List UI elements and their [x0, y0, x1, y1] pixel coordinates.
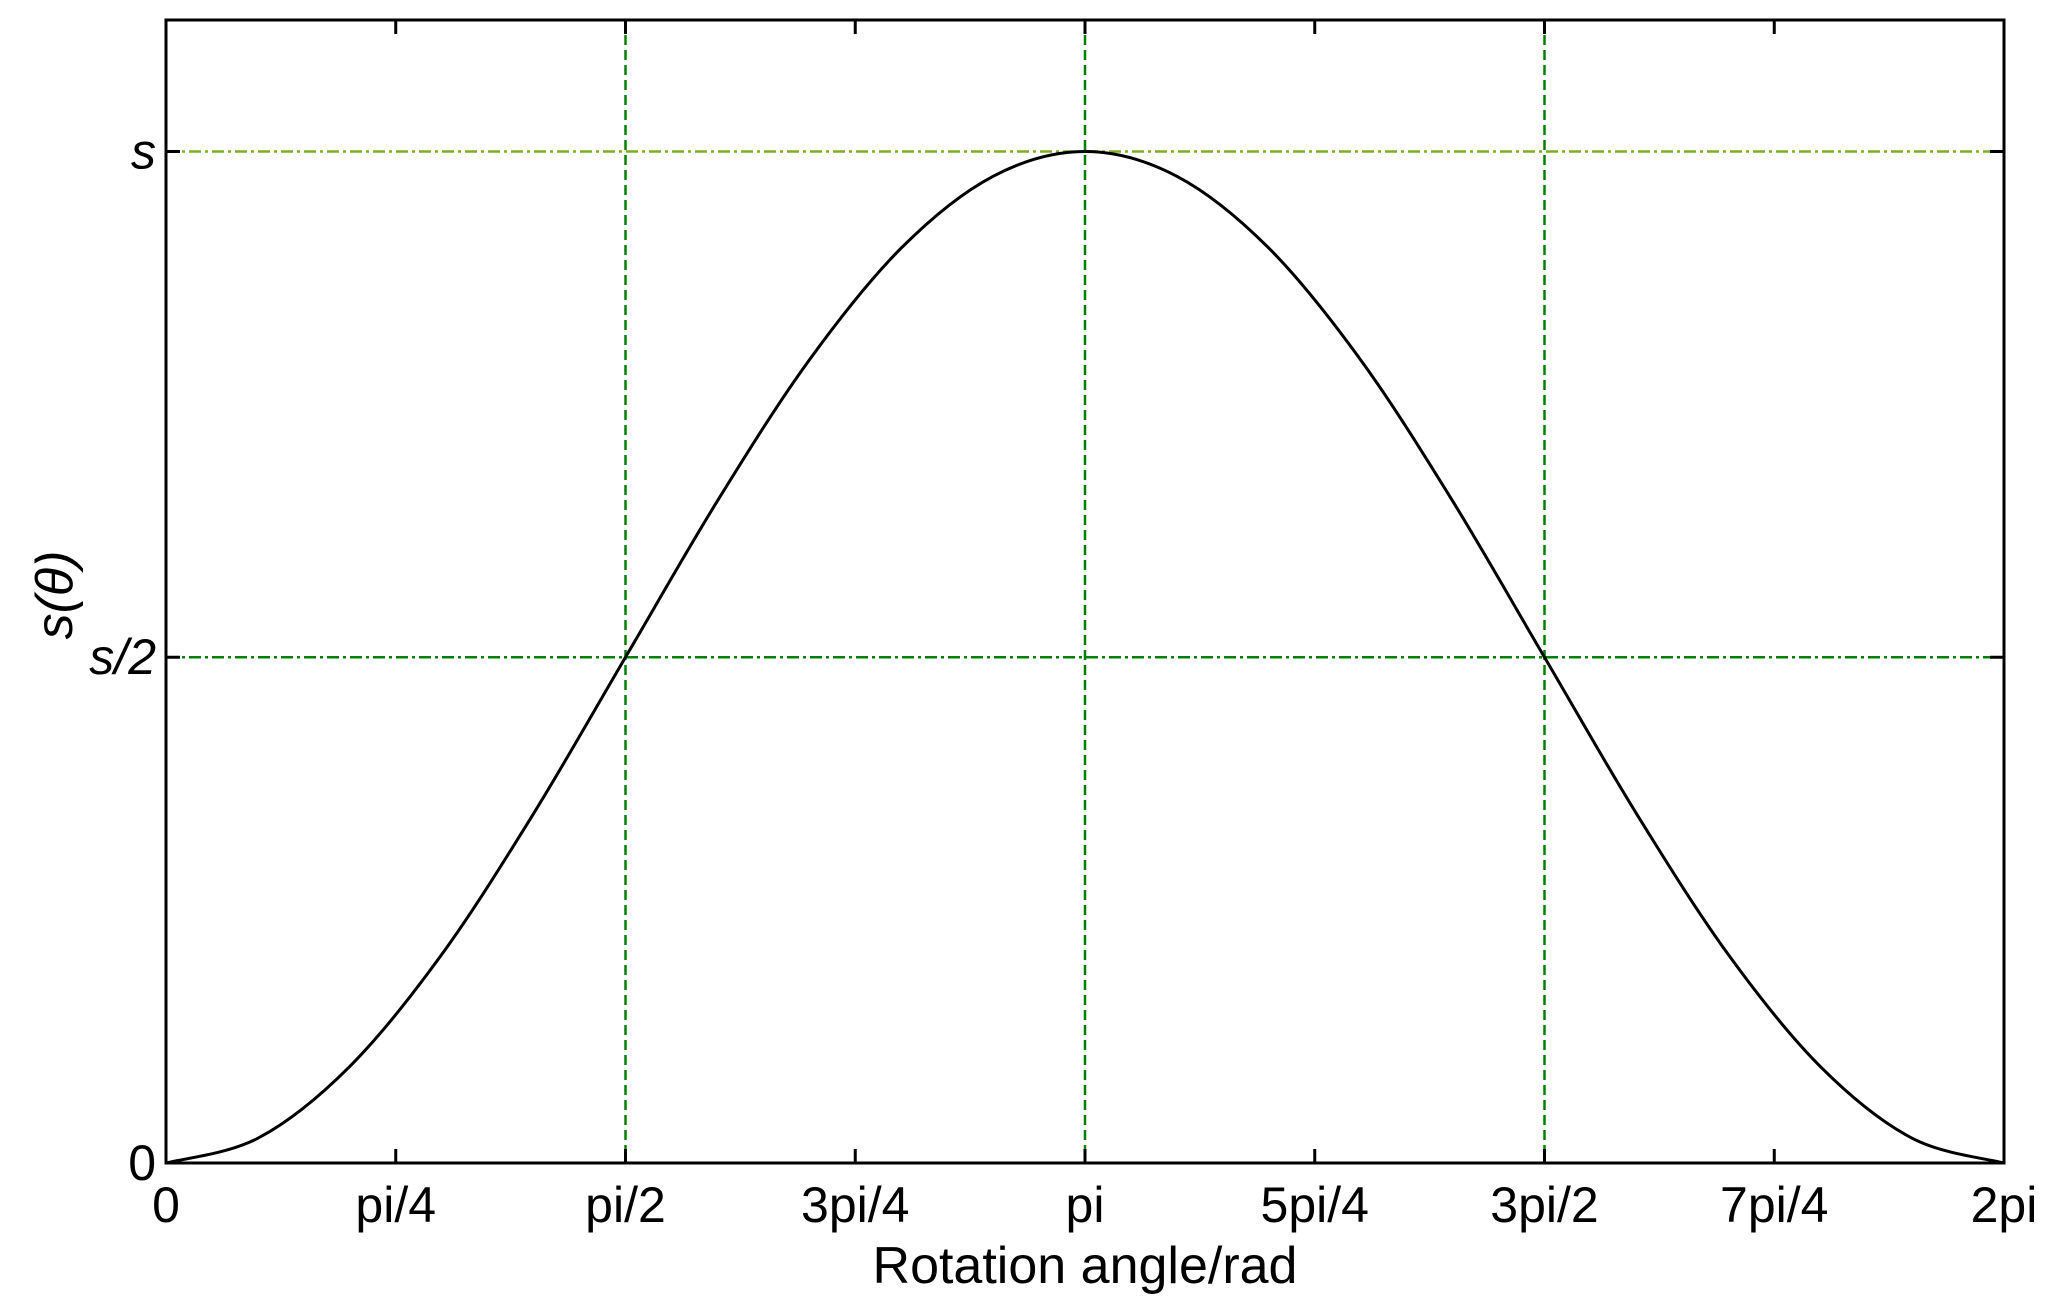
x-axis-title: Rotation angle/rad	[873, 1237, 1298, 1295]
series-layer	[165, 149, 2005, 1165]
x-tick-label-8: 2pi	[1971, 1177, 2038, 1233]
y-tick-label-0: 0	[128, 1135, 156, 1191]
ticks	[164, 20, 2006, 1165]
x-tick-label-2: pi/2	[585, 1177, 666, 1233]
x-tick-label-4: pi	[1066, 1177, 1105, 1233]
y-axis-title: s(θ)	[26, 551, 84, 640]
x-tick-label-0: 0	[152, 1177, 180, 1233]
reference-lines	[166, 20, 2004, 1163]
tick-labels: 0 pi/4 pi/2 3pi/4 pi 5pi/4 3pi/2 7pi/4 2pi 0 s/2 s	[89, 123, 2037, 1233]
x-tick-label-7: 7pi/4	[1720, 1177, 1828, 1233]
x-tick-label-5: 5pi/4	[1261, 1177, 1369, 1233]
x-tick-label-6: 3pi/2	[1490, 1177, 1598, 1233]
x-tick-label-1: pi/4	[355, 1177, 436, 1233]
y-tick-label-2: s	[131, 123, 156, 179]
x-tick-label-3: 3pi/4	[801, 1177, 909, 1233]
series-line-0	[165, 149, 2005, 1165]
y-tick-label-1: s/2	[89, 629, 156, 685]
